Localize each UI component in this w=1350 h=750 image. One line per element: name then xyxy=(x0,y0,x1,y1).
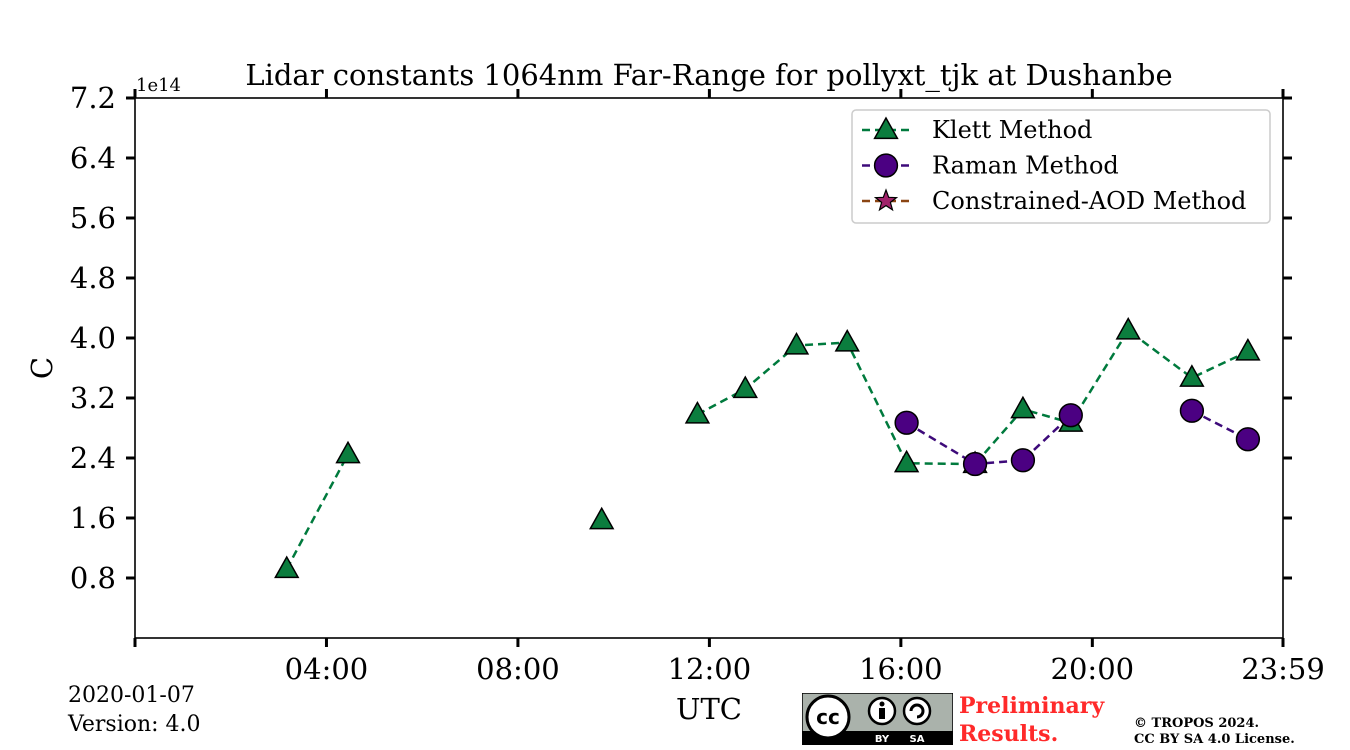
legend-label-klett-method: Klett Method xyxy=(932,116,1092,144)
y-axis: 0.8 1.6 2.4 3.2 4.0 4.8 5.6 6.4 7.2 xyxy=(70,81,1292,595)
legend: Klett Method Raman Method Constrained-AOD … xyxy=(851,109,1271,224)
preliminary-line-2: Results. xyxy=(959,721,1059,747)
x-tick-label: 16:00 xyxy=(859,652,943,686)
y-tick-label: 0.8 xyxy=(70,561,116,595)
klett-method-point xyxy=(1010,395,1036,419)
x-axis: 04:00 08:00 12:00 16:00 20:00 23:59 xyxy=(133,89,1325,686)
klett-method-point xyxy=(589,506,615,530)
raman-method-point xyxy=(1010,448,1036,473)
y-tick-label: 4.0 xyxy=(70,321,116,355)
raman-method-point xyxy=(962,451,988,477)
legend-label-raman-method: Raman Method xyxy=(932,152,1119,180)
date-label: 2020-01-07 xyxy=(68,683,195,708)
klett-method-point xyxy=(783,331,810,355)
klett-method-point xyxy=(1115,316,1141,340)
legend-marker-constrained-aod-method xyxy=(873,188,899,212)
raman-method-point xyxy=(1235,427,1261,452)
raman-method-point xyxy=(1179,398,1205,423)
legend-box xyxy=(851,109,1271,224)
klett-method-point xyxy=(684,400,711,424)
legend-marker-raman-method xyxy=(873,153,899,178)
preliminary-notice: Preliminary Results. xyxy=(959,692,1104,748)
copyright-notice: © TROPOS 2024. CC BY SA 4.0 License. xyxy=(1134,716,1295,748)
copyright-line-1: © TROPOS 2024. xyxy=(1134,716,1260,731)
klett-method-line xyxy=(285,453,350,570)
version-label: Version: 4.0 xyxy=(68,712,201,737)
preliminary-line-1: Preliminary xyxy=(959,693,1105,719)
x-tick-label: 08:00 xyxy=(476,652,560,686)
y-tick-label: 5.6 xyxy=(70,201,116,235)
raman-method-point xyxy=(894,410,919,435)
x-tick-label: 04:00 xyxy=(285,652,369,686)
klett-method-point xyxy=(732,375,758,399)
x-axis-label: UTC xyxy=(676,692,742,726)
copyright-line-2: CC BY SA 4.0 License. xyxy=(1134,732,1295,747)
klett-method-point xyxy=(1179,364,1205,387)
cc-logo-text: cc xyxy=(816,705,840,729)
y-offset-label: 1e14 xyxy=(136,75,181,96)
by-label: BY xyxy=(875,734,890,745)
legend-marker-klett-method xyxy=(873,116,899,140)
klett-method-point xyxy=(1235,337,1261,361)
y-tick-label: 1.6 xyxy=(70,501,116,535)
y-tick-label: 4.8 xyxy=(70,261,116,295)
y-tick-label: 7.2 xyxy=(70,81,116,115)
sa-label: SA xyxy=(910,734,925,745)
raman-method-line xyxy=(905,414,1072,466)
raman-method-point xyxy=(1058,403,1083,428)
plot-area xyxy=(274,316,1261,579)
y-tick-label: 2.4 xyxy=(70,441,116,475)
y-tick-label: 3.2 xyxy=(70,381,116,415)
cc-by-sa-badge: cc BY SA xyxy=(802,693,953,745)
klett-method-point xyxy=(335,440,361,464)
y-axis-label: C xyxy=(25,357,59,379)
y-tick-label: 6.4 xyxy=(70,141,116,175)
legend-label-constrained-aod-method: Constrained-AOD Method xyxy=(932,187,1246,215)
klett-method-line xyxy=(696,328,1249,466)
klett-method-point xyxy=(834,328,860,352)
x-tick-label: 23:59 xyxy=(1241,652,1325,686)
klett-method-point xyxy=(893,449,920,473)
x-tick-label: 20:00 xyxy=(1051,652,1135,686)
share-alike-icon xyxy=(902,696,932,726)
chart-title: Lidar constants 1064nm Far-Range for pol… xyxy=(245,58,1172,93)
x-tick-label: 12:00 xyxy=(668,652,752,686)
klett-method-point xyxy=(274,555,300,579)
